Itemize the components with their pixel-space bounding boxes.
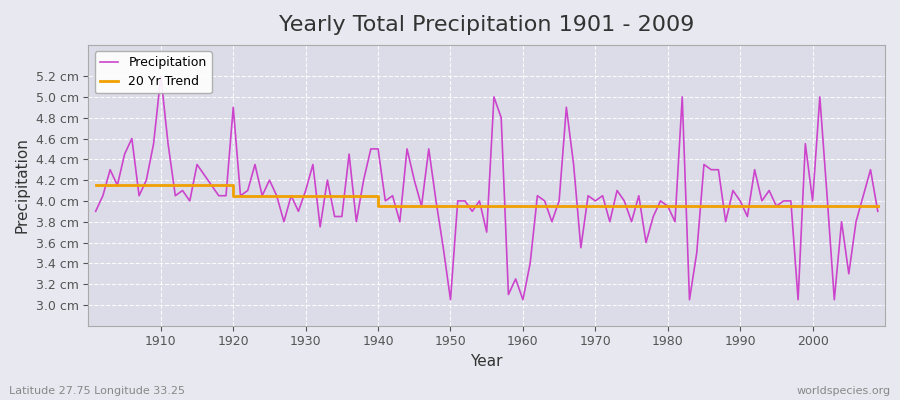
20 Yr Trend [518,204,528,208]
20 Yr Trend [351,193,362,198]
Title: Yearly Total Precipitation 1901 - 2009: Yearly Total Precipitation 1901 - 2009 [279,15,695,35]
Precipitation [872,209,883,214]
Precipitation [525,261,535,266]
Line: Precipitation: Precipitation [95,76,878,300]
Text: worldspecies.org: worldspecies.org [796,386,891,396]
20 Yr Trend [872,204,883,208]
Text: Latitude 27.75 Longitude 33.25: Latitude 27.75 Longitude 33.25 [9,386,185,396]
Precipitation [148,141,159,146]
20 Yr Trend [90,183,101,188]
Precipitation [619,198,630,203]
X-axis label: Year: Year [471,354,503,369]
Line: 20 Yr Trend: 20 Yr Trend [95,185,878,206]
Precipitation [358,178,369,182]
Precipitation [532,193,543,198]
20 Yr Trend [373,204,383,208]
Precipitation [315,224,326,229]
20 Yr Trend [148,183,159,188]
20 Yr Trend [612,204,623,208]
Precipitation [446,297,456,302]
Precipitation [90,209,101,214]
20 Yr Trend [308,193,319,198]
Y-axis label: Precipitation: Precipitation [15,137,30,233]
Legend: Precipitation, 20 Yr Trend: Precipitation, 20 Yr Trend [94,51,212,93]
20 Yr Trend [525,204,535,208]
Precipitation [156,74,166,78]
